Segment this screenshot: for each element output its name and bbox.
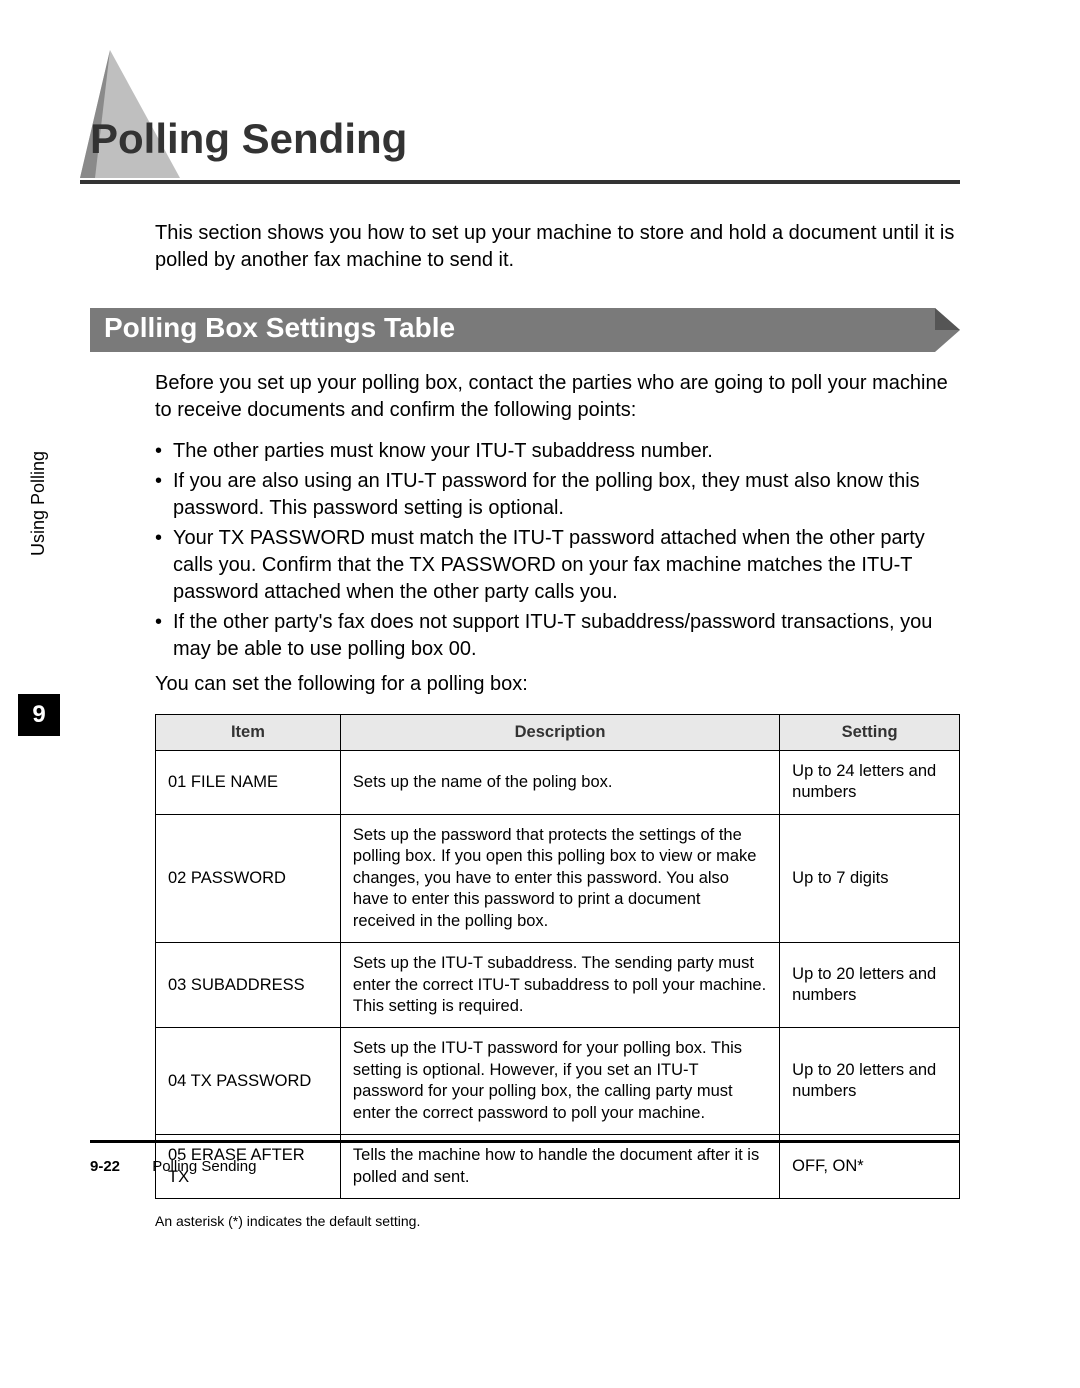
table-row: 03 SUBADDRESS Sets up the ITU-T subaddre… [156,943,960,1028]
cell-desc: Sets up the name of the poling box. [340,751,779,815]
page-footer: 9-22 Polling Sending [90,1158,256,1175]
before-paragraph: Before you set up your polling box, cont… [155,370,960,424]
cell-setting: Up to 20 letters and numbers [780,943,960,1028]
table-row: 02 PASSWORD Sets up the password that pr… [156,814,960,942]
title-underline [80,180,960,184]
cell-item: 03 SUBADDRESS [156,943,341,1028]
table-row: 05 ERASE AFTER TX Tells the machine how … [156,1135,960,1199]
cell-setting: OFF, ON* [780,1135,960,1199]
page-number: 9-22 [90,1158,120,1175]
page-content: Polling Sending This section shows you h… [90,50,960,1229]
settings-table: Item Description Setting 01 FILE NAME Se… [155,714,960,1199]
cell-desc: Tells the machine how to handle the docu… [340,1135,779,1199]
footer-section: Polling Sending [152,1158,256,1175]
lead-in-text: You can set the following for a polling … [155,673,960,696]
page-title: Polling Sending [90,115,407,163]
cell-setting: Up to 7 digits [780,814,960,942]
cell-item: 02 PASSWORD [156,814,341,942]
chapter-side-tab: Using Polling 9 [18,566,60,736]
footnote: An asterisk (*) indicates the default se… [155,1213,960,1229]
cell-setting: Up to 20 letters and numbers [780,1028,960,1135]
chapter-label: Using Polling [28,416,49,556]
subheader: Polling Box Settings Table [90,308,960,352]
col-header-setting: Setting [780,715,960,751]
footer-rule [90,1140,960,1143]
chapter-number-badge: 9 [18,694,60,736]
cell-setting: Up to 24 letters and numbers [780,751,960,815]
cell-desc: Sets up the ITU-T subaddress. The sendin… [340,943,779,1028]
chapter-number: 9 [32,701,45,729]
table-row: 01 FILE NAME Sets up the name of the pol… [156,751,960,815]
col-header-description: Description [340,715,779,751]
bullet-item: If the other party's fax does not suppor… [155,609,960,663]
cell-item: 01 FILE NAME [156,751,341,815]
bullet-item: The other parties must know your ITU-T s… [155,438,960,465]
col-header-item: Item [156,715,341,751]
table-row: 04 TX PASSWORD Sets up the ITU-T passwor… [156,1028,960,1135]
bullet-item: If you are also using an ITU-T password … [155,468,960,522]
subheader-text: Polling Box Settings Table [104,312,455,344]
title-header: Polling Sending [90,50,960,190]
table-header-row: Item Description Setting [156,715,960,751]
cell-desc: Sets up the password that protects the s… [340,814,779,942]
bullet-list: The other parties must know your ITU-T s… [155,438,960,663]
intro-paragraph: This section shows you how to set up you… [155,220,960,274]
cell-desc: Sets up the ITU-T password for your poll… [340,1028,779,1135]
cell-item: 04 TX PASSWORD [156,1028,341,1135]
bullet-item: Your TX PASSWORD must match the ITU-T pa… [155,525,960,606]
